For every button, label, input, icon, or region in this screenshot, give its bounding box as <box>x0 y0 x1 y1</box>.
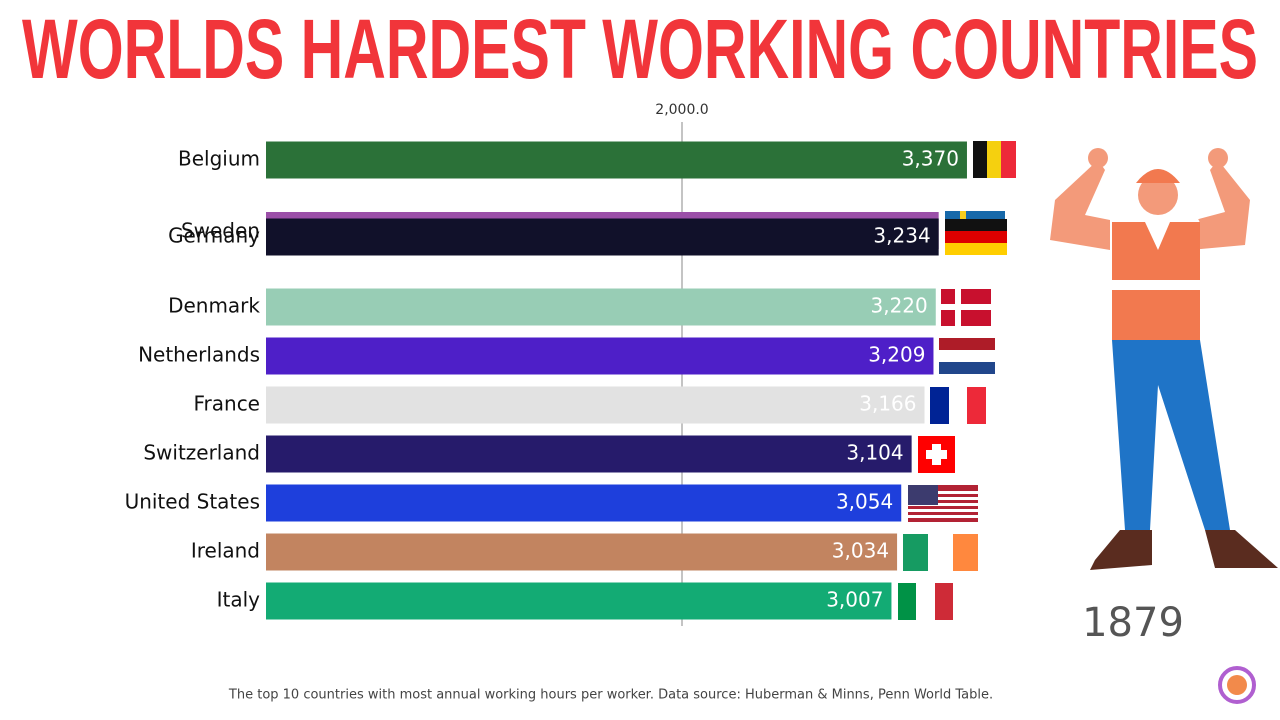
value-label: 3,034 <box>832 539 889 563</box>
bar <box>266 582 892 620</box>
y-tick-label: France <box>193 392 260 416</box>
bar <box>266 435 912 473</box>
bar <box>266 337 934 375</box>
y-tick-label: Germany <box>168 224 260 248</box>
value-label: 3,234 <box>873 224 930 248</box>
y-tick-label: Sweden <box>181 219 260 243</box>
flags <box>898 141 1016 620</box>
y-tick-label: Ireland <box>191 539 260 563</box>
bar <box>266 484 902 522</box>
worker-illustration <box>1050 148 1278 570</box>
caption: The top 10 countries with most annual wo… <box>228 688 993 703</box>
value-label: 3,370 <box>902 147 959 171</box>
x-tick-label: 2,000.0 <box>655 102 708 118</box>
bar <box>266 141 967 179</box>
y-tick-label: United States <box>125 490 260 514</box>
value-label: 3,007 <box>826 588 883 612</box>
y-tick-label: Denmark <box>168 294 260 318</box>
value-label: 3,209 <box>868 343 925 367</box>
value-label: 3,104 <box>846 441 903 465</box>
bar <box>266 218 939 256</box>
bar <box>266 288 936 326</box>
y-tick-label: Switzerland <box>143 441 260 465</box>
y-tick-label: Netherlands <box>138 343 260 367</box>
year-label: 1879 <box>1082 600 1184 646</box>
chart-title: WORLDS HARDEST WORKING COUNTRIES <box>22 2 1258 96</box>
value-label: 3,054 <box>836 490 893 514</box>
bar <box>266 386 925 424</box>
y-tick-label: Belgium <box>178 147 260 171</box>
value-label: 3,166 <box>859 392 916 416</box>
bar <box>266 533 898 571</box>
y-tick-label: Italy <box>217 588 261 612</box>
value-label: 3,220 <box>870 294 927 318</box>
logo <box>1218 666 1256 704</box>
